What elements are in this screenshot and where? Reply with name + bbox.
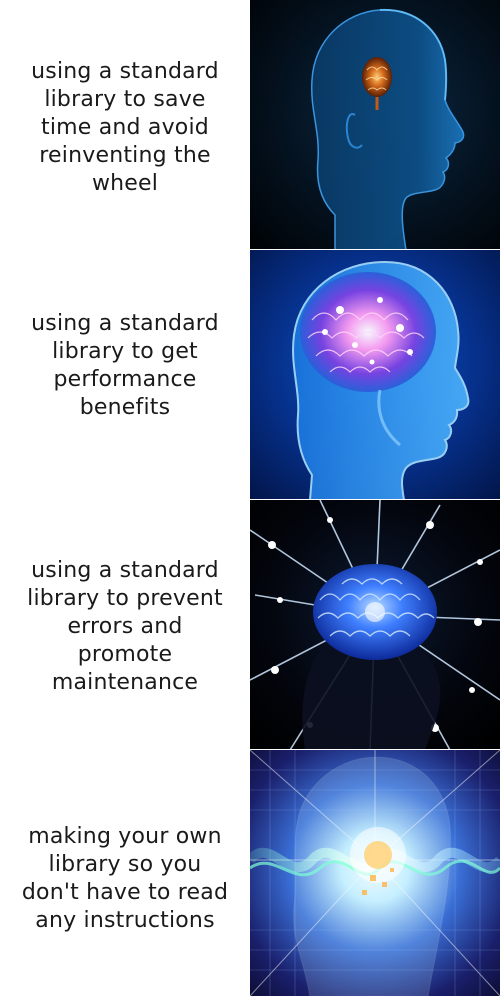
panel-4: making your own library so you don't hav…: [0, 750, 500, 996]
panel-1-caption: using a standard library to save time an…: [31, 59, 219, 196]
panel-3: using a standard library to prevent erro…: [0, 500, 500, 750]
panel-1-caption-box: using a standard library to save time an…: [0, 0, 250, 250]
panel-2: using a standard library to get performa…: [0, 250, 500, 500]
transcendent-cosmic-head-icon: [250, 750, 500, 996]
panel-4-image: [250, 750, 500, 996]
panel-4-caption: making your own library so you don't hav…: [21, 824, 229, 933]
head-with-glowing-pink-brain-icon: [250, 250, 500, 500]
panel-3-image: [250, 500, 500, 750]
panel-2-caption-box: using a standard library to get performa…: [0, 250, 250, 500]
panel-2-caption: using a standard library to get performa…: [31, 311, 219, 420]
panel-2-image: [250, 250, 500, 500]
brain-radiating-light-rays-icon: [250, 500, 500, 750]
panel-3-caption: using a standard library to prevent erro…: [27, 558, 223, 695]
panel-1-image: [250, 0, 500, 250]
head-with-small-glowing-brain-icon: [250, 0, 500, 250]
panel-4-caption-box: making your own library so you don't hav…: [0, 750, 250, 996]
panel-3-caption-box: using a standard library to prevent erro…: [0, 500, 250, 750]
panel-1: using a standard library to save time an…: [0, 0, 500, 250]
